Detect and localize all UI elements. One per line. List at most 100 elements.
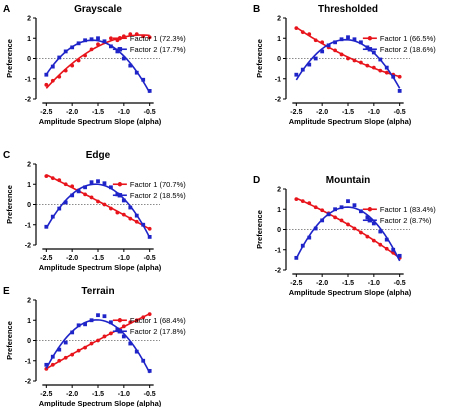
y-axis-label: Preference (5, 321, 14, 360)
data-point (378, 229, 383, 234)
data-point (102, 334, 107, 339)
data-point (147, 368, 152, 373)
data-point (83, 38, 87, 43)
data-point (89, 180, 94, 185)
data-point (128, 205, 133, 210)
data-point (294, 26, 299, 31)
x-tick-label: -0.5 (394, 109, 406, 116)
data-point (102, 314, 107, 319)
chart-title: Edge (86, 150, 111, 161)
data-point (141, 34, 146, 39)
data-point (121, 56, 126, 61)
x-axis-label: Amplitude Spectrum Slope (alpha) (289, 117, 412, 126)
data-point (359, 209, 363, 214)
data-point (44, 72, 49, 77)
data-point (134, 213, 139, 218)
chart-title: Terrain (81, 286, 114, 297)
data-point (320, 208, 325, 213)
data-point (102, 181, 107, 186)
x-tick-label: -1.0 (118, 391, 130, 398)
data-point (96, 36, 100, 41)
data-point (147, 235, 152, 239)
data-point (365, 45, 370, 50)
data-point (121, 324, 126, 329)
legend-marker-square (117, 47, 123, 52)
y-tick-label: 2 (27, 162, 31, 169)
legend-label: Factor 1 (70.7%) (130, 180, 186, 189)
data-point (300, 30, 305, 35)
legend-marker-circle (117, 182, 123, 187)
x-tick-label: -2.5 (290, 280, 302, 287)
x-tick-label: -2.5 (40, 391, 52, 398)
data-point (128, 216, 133, 221)
data-point (300, 67, 305, 72)
data-point (397, 74, 402, 79)
data-point (397, 89, 402, 93)
data-point (378, 68, 383, 73)
data-point (121, 334, 126, 339)
data-point (128, 32, 133, 37)
data-point (96, 313, 100, 318)
data-point (134, 318, 139, 323)
y-tick-label: -1 (25, 358, 31, 365)
data-point (89, 47, 94, 52)
data-point (83, 53, 87, 58)
data-point (346, 35, 350, 40)
data-point (109, 36, 113, 41)
data-point (63, 200, 68, 205)
data-point (115, 327, 120, 332)
data-point (128, 320, 133, 325)
legend-label: Factor 1 (66.5%) (380, 34, 436, 43)
x-tick-label: -2.5 (40, 255, 52, 262)
legend-marker-circle (117, 36, 123, 41)
data-point (313, 205, 318, 210)
data-point (76, 58, 81, 63)
data-point (371, 50, 376, 55)
data-point (326, 212, 331, 217)
legend-entry: Factor 2 (18.5%) (112, 191, 186, 200)
data-point (63, 49, 68, 54)
data-point (384, 70, 389, 75)
legend-label: Factor 2 (17.7%) (130, 45, 186, 54)
data-point (109, 185, 113, 190)
data-point (115, 49, 120, 54)
data-point (365, 215, 370, 220)
x-tick-label: -1.5 (92, 109, 104, 116)
data-point (371, 65, 376, 70)
data-point (63, 182, 68, 187)
data-point (147, 226, 152, 231)
data-point (96, 199, 100, 204)
data-point (391, 74, 396, 79)
panel-letter: E (3, 286, 10, 297)
x-tick-label: -2.0 (316, 109, 328, 116)
data-point (384, 246, 389, 251)
y-tick-label: -2 (25, 379, 31, 386)
data-point (352, 58, 357, 63)
x-tick-label: -1.0 (118, 255, 130, 262)
data-point (50, 64, 55, 69)
data-point (307, 62, 312, 67)
y-tick-label: 0 (27, 338, 31, 345)
x-tick-label: -0.5 (144, 255, 156, 262)
data-point (63, 340, 68, 345)
data-point (326, 43, 331, 48)
y-axis-label: Preference (255, 210, 264, 249)
x-tick-label: -1.5 (92, 255, 104, 262)
legend-marker-square (367, 47, 373, 52)
data-point (339, 37, 344, 42)
panel-letter: C (3, 150, 10, 161)
data-point (378, 242, 383, 247)
legend-marker-square (367, 218, 373, 223)
data-point (141, 315, 146, 320)
x-tick-label: -0.5 (144, 391, 156, 398)
data-point (313, 38, 318, 43)
data-point (128, 63, 133, 68)
data-point (359, 40, 363, 45)
y-tick-label: -1 (275, 76, 281, 83)
y-tick-label: -2 (25, 97, 31, 104)
data-point (109, 331, 113, 336)
data-point (96, 42, 100, 47)
data-point (346, 199, 350, 204)
data-point (89, 318, 94, 323)
